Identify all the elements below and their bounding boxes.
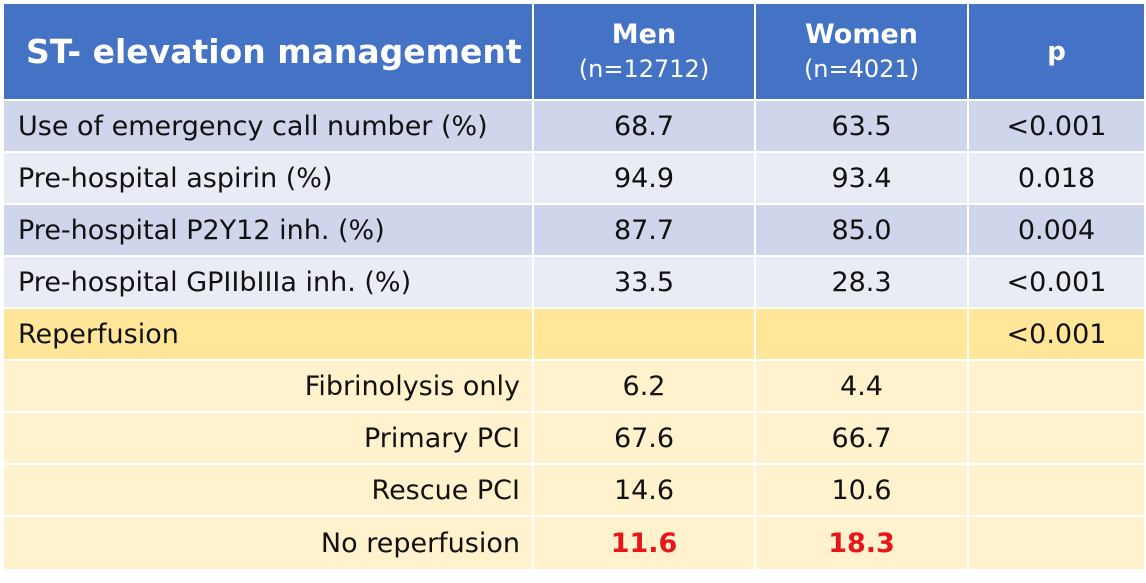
table-row: Pre-hospital P2Y12 inh. (%) 87.7 85.0 0.… (2, 203, 1146, 257)
men-value: 33.5 (532, 255, 756, 309)
row-label: Pre-hospital aspirin (%) (2, 151, 534, 205)
reperfusion-subrow: Primary PCI 67.6 66.7 (2, 411, 1146, 465)
row-label: Pre-hospital GPIIbIIIa inh. (%) (2, 255, 534, 309)
women-value: 4.4 (754, 359, 969, 413)
st-elevation-table: ST- elevation management Men (n=12712) W… (2, 2, 1146, 571)
p-value (967, 463, 1146, 517)
men-value: 67.6 (532, 411, 756, 465)
table-row: Use of emergency call number (%) 68.7 63… (2, 99, 1146, 153)
men-value: 14.6 (532, 463, 756, 517)
highlight-value: 11.6 (610, 527, 678, 559)
men-value (532, 307, 756, 361)
row-label: Pre-hospital P2Y12 inh. (%) (2, 203, 534, 257)
header-women-n: (n=4021) (803, 54, 920, 83)
subrow-label: No reperfusion (2, 515, 534, 571)
reperfusion-subrow: Fibrinolysis only 6.2 4.4 (2, 359, 1146, 413)
subrow-label: Primary PCI (2, 411, 534, 465)
row-label: Use of emergency call number (%) (2, 99, 534, 153)
reperfusion-subrow: Rescue PCI 14.6 10.6 (2, 463, 1146, 517)
women-value: 66.7 (754, 411, 969, 465)
p-value (967, 515, 1146, 571)
header-men-n: (n=12712) (578, 54, 710, 83)
header-men-label: Men (611, 18, 677, 50)
header-women: Women (n=4021) (754, 2, 969, 101)
table-row: Pre-hospital aspirin (%) 94.9 93.4 0.018 (2, 151, 1146, 205)
p-value: 0.004 (967, 203, 1146, 257)
reperfusion-row: Reperfusion <0.001 (2, 307, 1146, 361)
subrow-label: Rescue PCI (2, 463, 534, 517)
p-value (967, 359, 1146, 413)
men-value: 68.7 (532, 99, 756, 153)
men-value: 11.6 (532, 515, 756, 571)
women-value (754, 307, 969, 361)
women-value: 63.5 (754, 99, 969, 153)
table-title: ST- elevation management (2, 2, 534, 101)
p-value: <0.001 (967, 255, 1146, 309)
women-value: 10.6 (754, 463, 969, 517)
header-women-label: Women (804, 18, 919, 50)
men-value: 6.2 (532, 359, 756, 413)
highlight-value: 18.3 (828, 527, 895, 559)
p-value: <0.001 (967, 99, 1146, 153)
reperfusion-subrow: No reperfusion 11.6 18.3 (2, 515, 1146, 571)
p-value: <0.001 (967, 307, 1146, 361)
subrow-label: Fibrinolysis only (2, 359, 534, 413)
women-value: 85.0 (754, 203, 969, 257)
p-value (967, 411, 1146, 465)
women-value: 18.3 (754, 515, 969, 571)
men-value: 94.9 (532, 151, 756, 205)
header-men: Men (n=12712) (532, 2, 756, 101)
p-value: 0.018 (967, 151, 1146, 205)
header-p: p (967, 2, 1146, 101)
table-row: Pre-hospital GPIIbIIIa inh. (%) 33.5 28.… (2, 255, 1146, 309)
men-value: 87.7 (532, 203, 756, 257)
header-row: ST- elevation management Men (n=12712) W… (2, 2, 1146, 101)
women-value: 28.3 (754, 255, 969, 309)
women-value: 93.4 (754, 151, 969, 205)
reperfusion-label: Reperfusion (2, 307, 534, 361)
